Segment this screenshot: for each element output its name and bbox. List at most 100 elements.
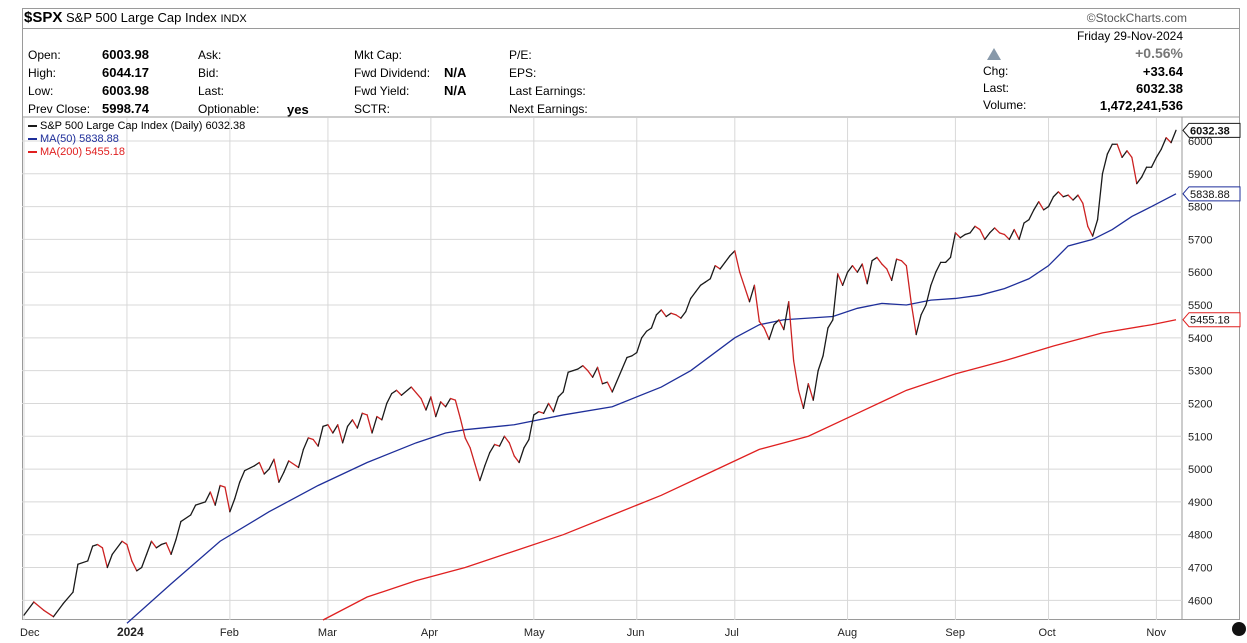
price-segment	[900, 260, 908, 267]
price-segment	[935, 261, 942, 273]
last-label-left: Last:	[198, 84, 225, 98]
x-tick-label: Jul	[725, 627, 739, 639]
price-segment	[400, 386, 412, 396]
price-segment	[984, 232, 991, 241]
price-segment	[523, 438, 530, 449]
price-segment	[670, 312, 677, 316]
price-segment	[920, 304, 927, 316]
x-tick-label: Nov	[1146, 627, 1166, 639]
price-segment	[910, 302, 917, 336]
price-segment	[1136, 176, 1143, 185]
price-segment	[283, 460, 290, 474]
ma50-line	[126, 193, 1177, 624]
x-tick-label: Mar	[318, 627, 337, 639]
price-segment	[557, 391, 564, 398]
legend-price: S&P 500 Large Cap Index (Daily) 6032.38	[40, 120, 246, 132]
ma50-swatch	[28, 138, 37, 141]
price-segment	[739, 271, 746, 288]
ma200-swatch	[28, 151, 37, 154]
price-segment	[748, 284, 756, 303]
price-segment	[552, 396, 559, 413]
price-segment	[949, 232, 957, 259]
price-segment	[1028, 209, 1035, 221]
price-segment	[42, 609, 55, 618]
price-segment	[1101, 153, 1109, 175]
chg-label: Chg:	[983, 64, 1009, 78]
price-segment	[165, 542, 172, 556]
price-segment	[160, 542, 167, 546]
pe-label: P/E:	[509, 48, 532, 62]
price-segment	[876, 256, 883, 265]
price-segment	[155, 543, 162, 549]
price-segment	[366, 414, 373, 434]
price-segment	[214, 484, 221, 506]
price-segment	[312, 438, 319, 447]
price-segment	[23, 601, 35, 616]
price-segment	[533, 411, 540, 416]
price-segment	[1003, 233, 1010, 241]
price-segment	[1092, 219, 1099, 237]
price-segment	[768, 324, 775, 341]
price-segment	[484, 452, 491, 467]
last-label: Last:	[983, 81, 1010, 95]
price-segment	[709, 264, 716, 280]
low-label: Low:	[28, 84, 54, 98]
fwd-dividend-value: N/A	[444, 65, 467, 80]
price-segment	[91, 543, 99, 547]
chart-title: $SPX S&P 500 Large Cap Index INDX	[24, 9, 247, 26]
price-segment	[430, 396, 437, 418]
price-segment	[268, 458, 275, 470]
price-segment	[891, 258, 898, 282]
price-segment	[513, 455, 520, 464]
price-segment	[351, 419, 358, 429]
price-segment	[62, 591, 74, 605]
price-segment	[425, 396, 432, 411]
open-value: 6003.98	[102, 47, 149, 62]
price-segment	[180, 514, 192, 523]
price-segment	[611, 368, 623, 393]
price-segment	[150, 540, 158, 549]
price-segment	[631, 351, 638, 357]
price-segment	[788, 301, 795, 362]
price-segment	[974, 225, 981, 231]
price-segment	[508, 442, 515, 457]
price-segment	[930, 271, 937, 286]
price-segment	[998, 232, 1006, 236]
price-segment	[964, 232, 971, 236]
price-segment	[454, 399, 461, 419]
price-segment	[219, 484, 226, 488]
price-segment	[371, 415, 378, 434]
price-segment	[145, 540, 153, 556]
price-segment	[714, 264, 721, 270]
price-segment	[435, 401, 442, 418]
price-segment	[317, 425, 324, 447]
pct-change: +0.56%	[1135, 45, 1183, 61]
price-segment	[136, 566, 143, 572]
price-segment	[1057, 191, 1064, 198]
price-segment	[361, 412, 368, 416]
price-segment	[856, 263, 863, 273]
price-segment	[577, 365, 584, 370]
price-segment	[542, 402, 550, 414]
stockcharts-brand[interactable]: ©StockCharts.com	[1086, 11, 1187, 25]
price-segment	[807, 383, 814, 401]
y-tick-label: 5000	[1188, 464, 1212, 476]
price-segment	[778, 319, 785, 331]
price-segment	[1062, 194, 1069, 198]
price-segment	[1170, 129, 1177, 144]
volume-label: Volume:	[983, 98, 1027, 112]
price-segment	[327, 424, 334, 434]
price-segment	[562, 371, 569, 393]
price-segment	[846, 264, 854, 273]
last-value: 6032.38	[1136, 81, 1183, 96]
optionable-label: Optionable:	[198, 102, 260, 116]
eps-label: EPS:	[509, 66, 537, 80]
price-segment	[1096, 173, 1104, 221]
y-tick-label: 5200	[1188, 398, 1212, 410]
next-earnings-label: Next Earnings:	[509, 102, 588, 116]
price-segment	[273, 458, 280, 483]
price-segment	[1008, 228, 1015, 241]
price-segment	[944, 256, 952, 264]
price-segment	[626, 355, 633, 359]
